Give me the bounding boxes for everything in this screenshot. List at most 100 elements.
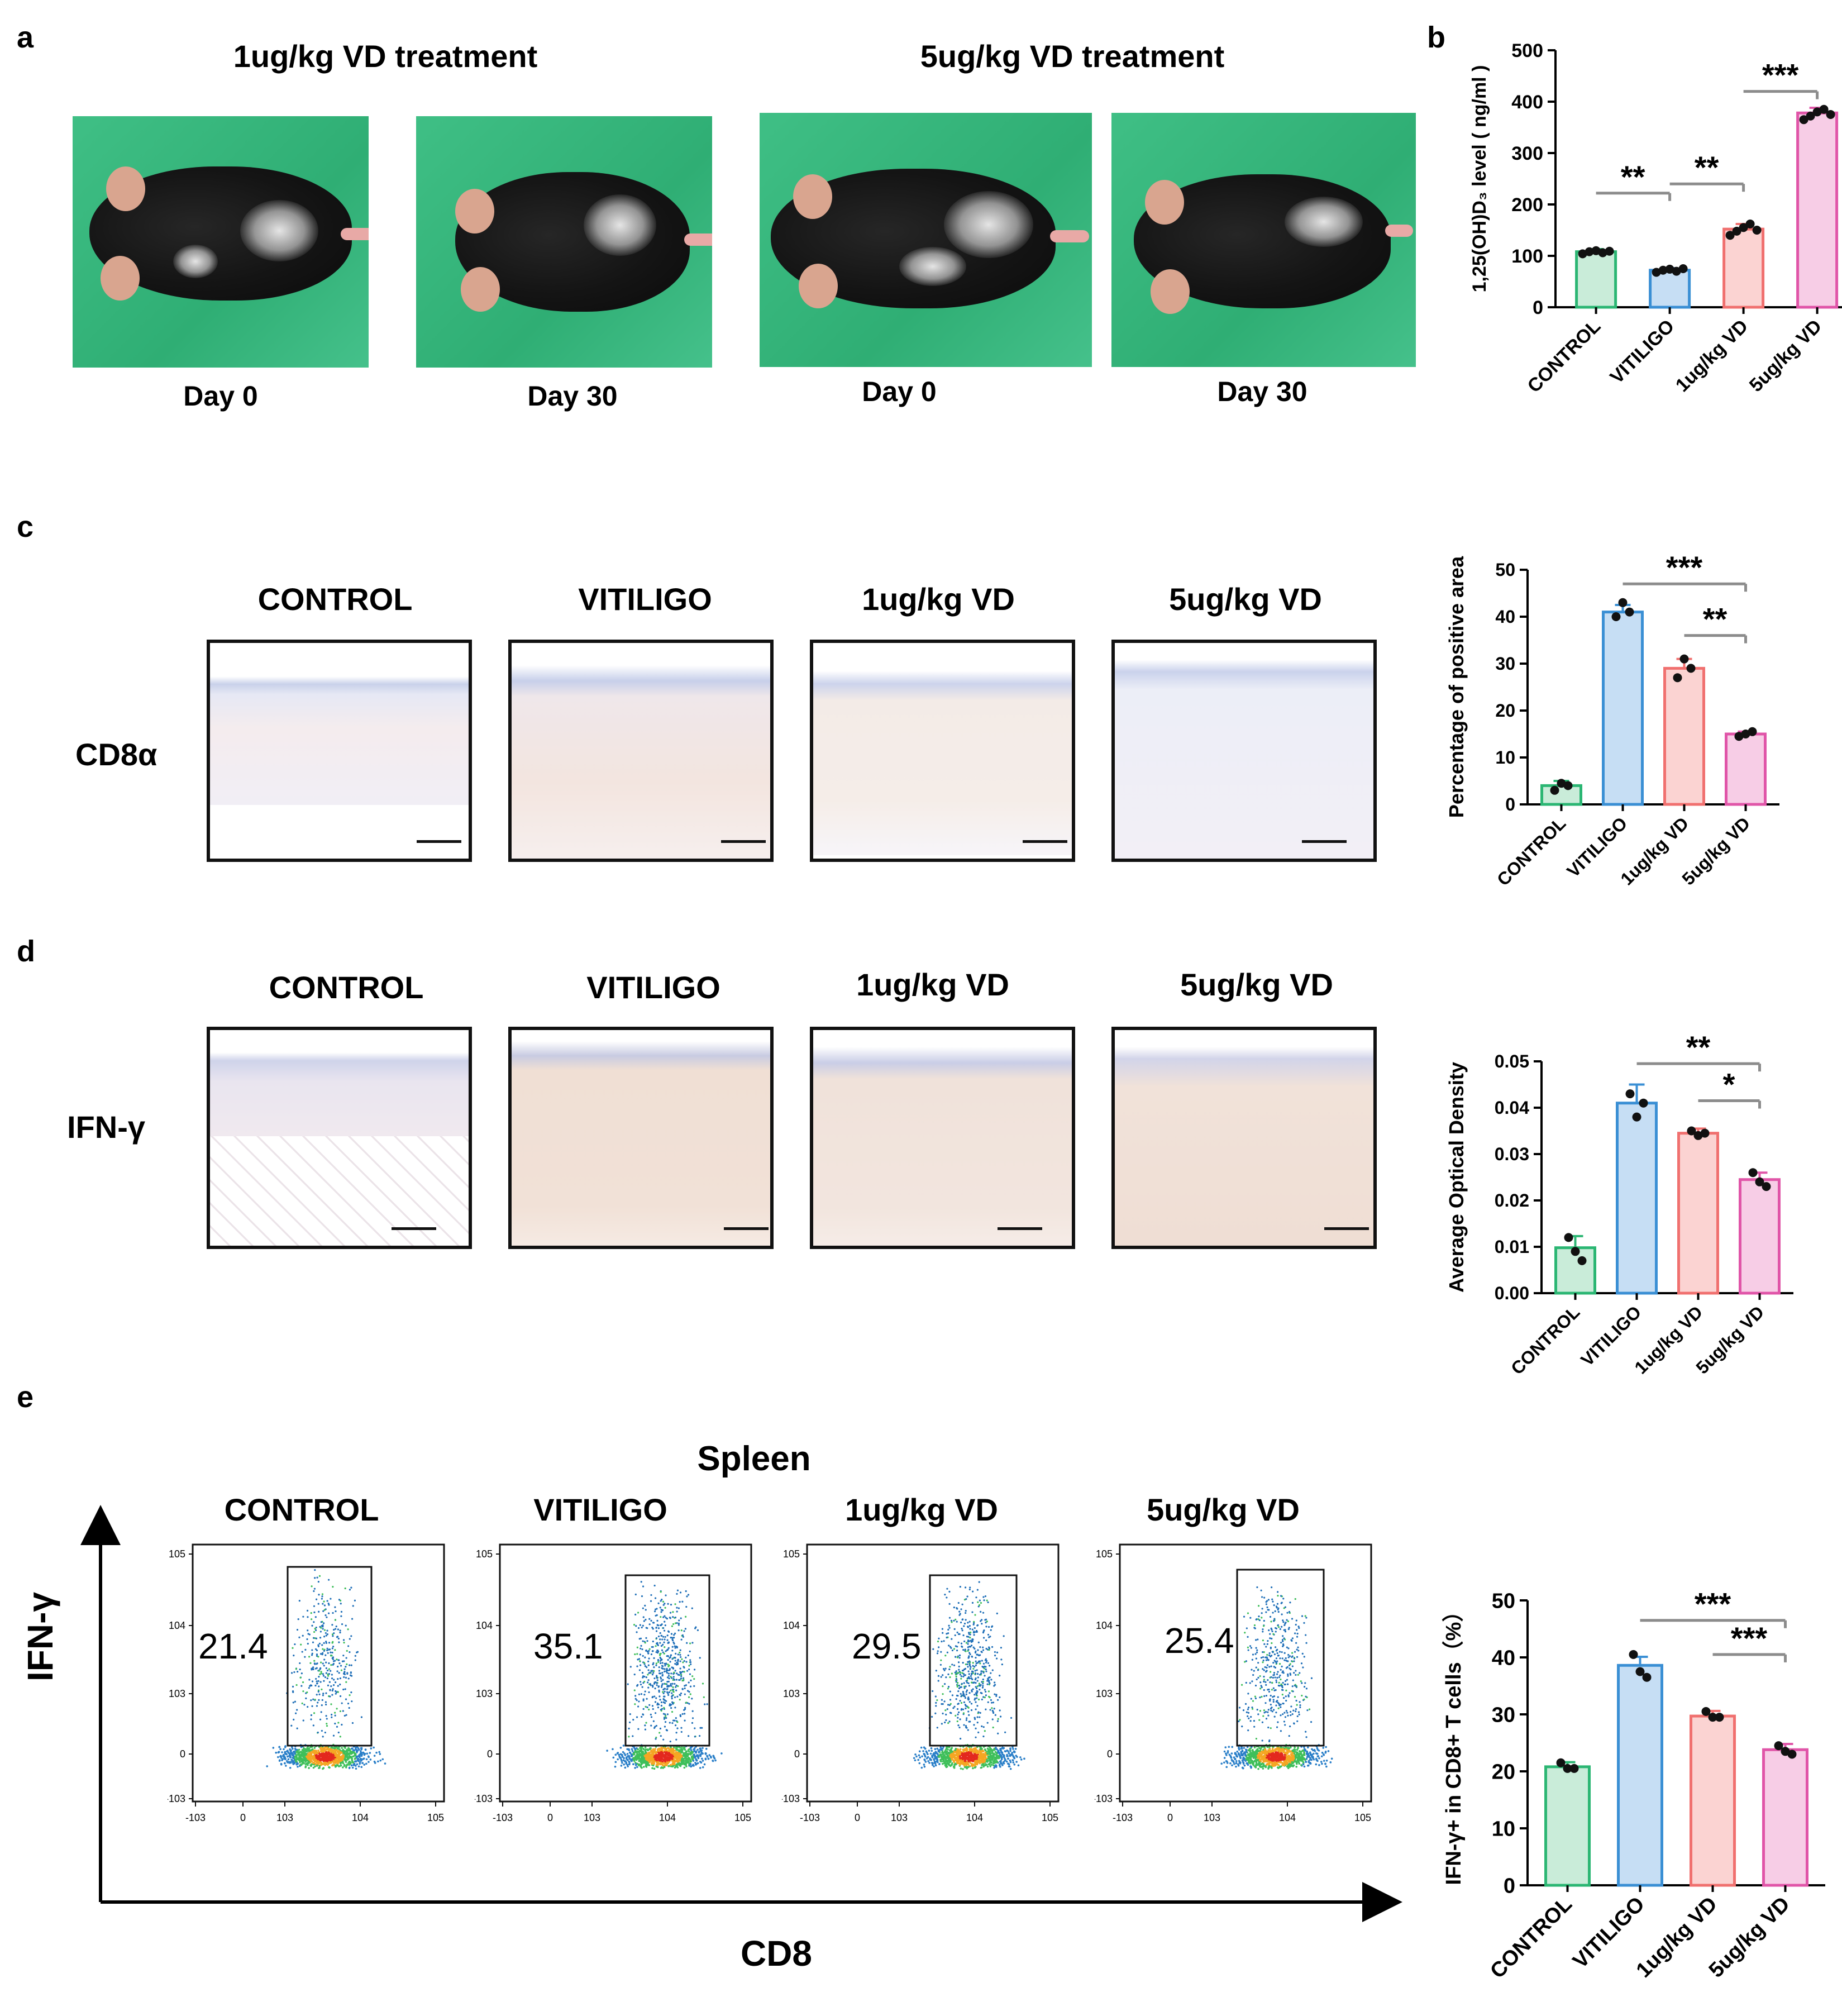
flow-event: [333, 1679, 335, 1681]
flow-event: [313, 1755, 315, 1757]
flow-event: [335, 1762, 337, 1764]
flow-event: [646, 1666, 648, 1669]
flow-event: [657, 1764, 659, 1766]
flow-event: [952, 1707, 955, 1709]
flow-event: [650, 1684, 652, 1686]
data-point: [1739, 223, 1748, 232]
flow-event: [266, 1765, 268, 1767]
flow-event: [283, 1748, 285, 1751]
flow-event: [948, 1720, 951, 1723]
flow-event: [350, 1586, 352, 1589]
flow-event: [670, 1689, 672, 1691]
flow-event: [967, 1766, 970, 1769]
flow-event: [308, 1633, 311, 1636]
flow-event: [664, 1624, 666, 1627]
flow-event: [696, 1629, 699, 1632]
flow-event: [675, 1686, 677, 1688]
flow-event: [996, 1761, 999, 1764]
flow-event: [953, 1705, 956, 1708]
flow-event: [314, 1750, 317, 1752]
flow-event: [674, 1670, 676, 1672]
caption-5ug-day0: Day 0: [862, 376, 937, 407]
flow-event: [358, 1753, 361, 1756]
flow-event: [307, 1629, 309, 1632]
flow-event: [636, 1699, 638, 1702]
flow-event: [974, 1766, 976, 1769]
flow-event: [640, 1683, 642, 1686]
flow-event: [626, 1758, 629, 1761]
flow-event: [671, 1694, 674, 1696]
flow-event: [330, 1664, 332, 1666]
flow-event: [943, 1758, 945, 1761]
flow-event: [661, 1760, 664, 1763]
flow-event: [934, 1762, 937, 1765]
flow-event: [640, 1763, 643, 1766]
flow-event: [359, 1762, 361, 1765]
flow-event: [928, 1762, 930, 1764]
flow-event: [979, 1661, 981, 1663]
flow-event: [650, 1594, 652, 1596]
flow-event: [658, 1672, 661, 1675]
flow-event: [648, 1761, 651, 1764]
flow-event: [659, 1757, 662, 1760]
flow-event: [641, 1755, 643, 1758]
flow-event: [645, 1765, 647, 1767]
flow-event: [981, 1686, 984, 1689]
flow-event: [669, 1756, 672, 1759]
flow-event: [310, 1718, 312, 1720]
flow-event: [967, 1729, 969, 1731]
flow-event: [661, 1683, 664, 1685]
flow-event: [650, 1760, 652, 1762]
flow-event: [653, 1670, 655, 1672]
flow-event: [345, 1765, 347, 1767]
flow-event: [986, 1722, 989, 1724]
flow-event: [653, 1677, 656, 1680]
flow-event: [643, 1675, 646, 1678]
flow-event: [337, 1762, 339, 1765]
data-point: [1679, 654, 1689, 664]
flow-event: [297, 1757, 299, 1760]
flow-event: [646, 1650, 648, 1653]
flow-event: [660, 1591, 662, 1593]
flow-event: [945, 1676, 947, 1679]
flow-event: [688, 1703, 690, 1705]
flow-event: [980, 1759, 982, 1762]
flow-event: [949, 1712, 952, 1714]
flow-event: [981, 1753, 983, 1756]
flow-event: [283, 1756, 285, 1758]
flow-event: [701, 1727, 703, 1729]
flow-event: [294, 1756, 296, 1759]
flow-event: [678, 1753, 681, 1756]
data-point: [1693, 1131, 1703, 1140]
flow-event: [684, 1687, 686, 1690]
flow-event: [331, 1677, 333, 1680]
flow-event: [674, 1603, 676, 1605]
flow-event: [626, 1764, 629, 1766]
flow-event: [664, 1603, 666, 1605]
flow-event: [958, 1665, 960, 1667]
flow-event: [982, 1683, 984, 1685]
flow-event: [342, 1639, 345, 1641]
flow-event: [369, 1752, 371, 1754]
flow-event: [949, 1646, 952, 1648]
flow-event: [656, 1642, 658, 1644]
flow-event: [307, 1753, 309, 1755]
flow-event: [629, 1721, 631, 1723]
flow-event: [683, 1671, 685, 1673]
flow-event: [659, 1642, 661, 1644]
flow-event: [972, 1623, 975, 1626]
flow-event: [326, 1746, 328, 1748]
flow-event: [664, 1646, 666, 1648]
flow-event: [664, 1615, 666, 1617]
flow-event: [957, 1672, 960, 1674]
flow-event: [689, 1685, 692, 1688]
flow-event: [289, 1748, 291, 1751]
flow-event: [664, 1665, 666, 1667]
flow-event: [666, 1680, 669, 1683]
flow-event: [631, 1748, 633, 1750]
flow-event: [343, 1676, 345, 1678]
data-point: [1658, 265, 1668, 275]
flow-event: [999, 1753, 1001, 1756]
flow-event: [1010, 1753, 1013, 1755]
panel-d-col-5ug: 5ug/kg VD: [1180, 967, 1333, 1002]
